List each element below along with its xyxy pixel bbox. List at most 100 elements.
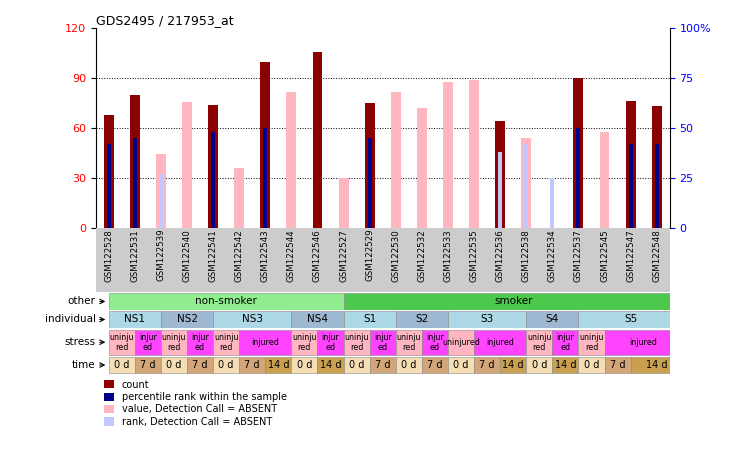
- Bar: [526, 311, 578, 328]
- Bar: [161, 329, 187, 355]
- Bar: [161, 311, 213, 328]
- Text: GDS2495 / 217953_at: GDS2495 / 217953_at: [96, 14, 233, 27]
- Text: GSM122545: GSM122545: [600, 229, 609, 282]
- Text: GSM122542: GSM122542: [235, 229, 244, 282]
- Bar: [474, 357, 500, 373]
- Bar: [156, 154, 166, 228]
- Bar: [239, 329, 291, 355]
- Text: GSM122541: GSM122541: [208, 229, 218, 282]
- Text: S3: S3: [481, 314, 494, 325]
- Bar: [135, 357, 161, 373]
- Bar: [578, 357, 604, 373]
- Text: time: time: [72, 360, 96, 370]
- Text: GSM122535: GSM122535: [470, 229, 478, 282]
- Bar: [652, 107, 662, 228]
- Bar: [239, 357, 265, 373]
- Text: uninju
red: uninju red: [110, 333, 134, 352]
- Text: 14 d: 14 d: [319, 360, 342, 370]
- Bar: [448, 329, 474, 355]
- Text: 7 d: 7 d: [427, 360, 442, 370]
- Bar: [234, 168, 244, 228]
- Bar: [578, 311, 683, 328]
- Text: GSM122539: GSM122539: [157, 229, 166, 282]
- Text: 14 d: 14 d: [555, 360, 576, 370]
- Bar: [291, 311, 344, 328]
- Bar: [391, 92, 400, 228]
- Text: smoker: smoker: [494, 296, 532, 307]
- Bar: [130, 95, 140, 228]
- Bar: [551, 178, 554, 228]
- Text: S4: S4: [545, 314, 559, 325]
- Bar: [498, 152, 502, 228]
- Text: GSM122534: GSM122534: [548, 229, 557, 282]
- Text: NS4: NS4: [307, 314, 328, 325]
- Text: uninju
red: uninju red: [527, 333, 551, 352]
- Text: 7 d: 7 d: [244, 360, 260, 370]
- Bar: [109, 311, 161, 328]
- Bar: [578, 329, 604, 355]
- Bar: [133, 138, 137, 228]
- Bar: [626, 101, 636, 228]
- Text: 7 d: 7 d: [610, 360, 626, 370]
- Text: GSM122547: GSM122547: [626, 229, 635, 282]
- Bar: [317, 329, 344, 355]
- Bar: [109, 357, 135, 373]
- Text: 14 d: 14 d: [646, 360, 668, 370]
- Text: GSM122530: GSM122530: [392, 229, 400, 282]
- Text: GSM122538: GSM122538: [522, 229, 531, 282]
- Bar: [524, 144, 528, 228]
- Text: other: other: [68, 296, 96, 307]
- Bar: [263, 128, 267, 228]
- Text: injur
ed: injur ed: [426, 333, 444, 352]
- Bar: [161, 357, 187, 373]
- Text: injur
ed: injur ed: [556, 333, 574, 352]
- Text: 0 d: 0 d: [531, 360, 547, 370]
- Bar: [521, 138, 531, 228]
- Bar: [600, 132, 609, 228]
- Bar: [417, 108, 427, 228]
- Bar: [182, 102, 192, 228]
- Text: 7 d: 7 d: [479, 360, 495, 370]
- Bar: [107, 144, 110, 228]
- Text: 7 d: 7 d: [375, 360, 391, 370]
- Bar: [344, 329, 369, 355]
- Bar: [495, 121, 505, 228]
- Text: uninju
red: uninju red: [579, 333, 604, 352]
- Bar: [286, 92, 297, 228]
- Bar: [208, 105, 218, 228]
- Bar: [135, 329, 161, 355]
- Text: 0 d: 0 d: [166, 360, 182, 370]
- Text: S1: S1: [363, 314, 376, 325]
- Text: uninju
red: uninju red: [397, 333, 421, 352]
- Bar: [313, 52, 322, 228]
- Text: NS1: NS1: [124, 314, 145, 325]
- Text: GSM122532: GSM122532: [417, 229, 426, 282]
- Text: 0 d: 0 d: [584, 360, 599, 370]
- Text: injur
ed: injur ed: [322, 333, 339, 352]
- Text: GSM122544: GSM122544: [287, 229, 296, 282]
- Bar: [604, 329, 683, 355]
- Text: uninjured: uninjured: [442, 338, 480, 346]
- Bar: [265, 357, 291, 373]
- Text: 7 d: 7 d: [140, 360, 155, 370]
- Legend: count, percentile rank within the sample, value, Detection Call = ABSENT, rank, : count, percentile rank within the sample…: [101, 376, 291, 431]
- Bar: [187, 357, 213, 373]
- Bar: [443, 82, 453, 228]
- Text: NS3: NS3: [241, 314, 263, 325]
- Text: uninju
red: uninju red: [292, 333, 316, 352]
- Text: 0 d: 0 d: [219, 360, 234, 370]
- Text: 0 d: 0 d: [401, 360, 417, 370]
- Text: injur
ed: injur ed: [191, 333, 209, 352]
- Bar: [396, 329, 422, 355]
- Bar: [448, 357, 474, 373]
- Text: GSM122540: GSM122540: [183, 229, 191, 282]
- Bar: [422, 329, 448, 355]
- Bar: [213, 329, 239, 355]
- Text: injur
ed: injur ed: [374, 333, 392, 352]
- Bar: [552, 357, 578, 373]
- Text: uninju
red: uninju red: [214, 333, 238, 352]
- Text: NS2: NS2: [177, 314, 197, 325]
- Bar: [604, 357, 631, 373]
- Text: injur
ed: injur ed: [139, 333, 157, 352]
- Bar: [213, 311, 291, 328]
